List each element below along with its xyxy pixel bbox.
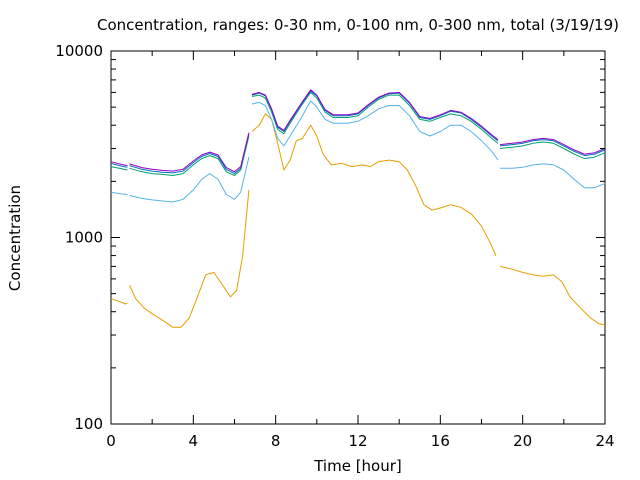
series-1-line-3 — [500, 163, 606, 189]
y-tick-label: 1000 — [65, 229, 103, 247]
series-1-line-0 — [110, 191, 128, 195]
series-3-line-2 — [251, 90, 499, 142]
series-2-line-1 — [129, 135, 250, 176]
series-1-line-1 — [129, 156, 250, 203]
series-0-line-3 — [499, 265, 606, 326]
x-tick-label: 20 — [513, 432, 532, 450]
ticks-layer — [110, 50, 606, 425]
series-4-line-1 — [129, 132, 250, 173]
series-2 — [110, 91, 606, 176]
x-tick-label: 4 — [189, 432, 199, 450]
y-tick-label: 10000 — [55, 42, 103, 60]
series-1-line-2 — [251, 100, 499, 161]
y-tick-labels: 100 1000 10000 — [55, 42, 103, 433]
series-0 — [110, 113, 606, 328]
plot-frame — [110, 50, 606, 425]
series-1 — [110, 100, 606, 203]
series-0-line-1 — [129, 189, 250, 328]
x-axis-label: Time [hour] — [313, 457, 402, 475]
series-2-line-3 — [499, 141, 606, 160]
series-3-line-1 — [129, 133, 250, 175]
y-axis-label: Concentration — [6, 185, 24, 291]
x-tick-label: 0 — [106, 432, 116, 450]
series-3 — [110, 90, 606, 175]
y-tick-label: 100 — [74, 415, 103, 433]
series-4-line-0 — [110, 161, 128, 167]
series-4-line-3 — [499, 137, 606, 155]
series-layer — [110, 89, 606, 328]
x-tick-labels: 0 4 8 12 16 20 24 — [106, 432, 614, 450]
x-tick-label: 24 — [595, 432, 614, 450]
x-tick-label: 8 — [271, 432, 281, 450]
series-2-line-0 — [110, 166, 128, 171]
x-tick-label: 12 — [348, 432, 367, 450]
series-0-line-2 — [251, 113, 497, 256]
series-4-line-2 — [251, 89, 499, 140]
series-0-line-0 — [110, 298, 128, 305]
series-2-line-2 — [251, 91, 499, 144]
series-3-line-3 — [499, 139, 606, 157]
chart-title: Concentration, ranges: 0-30 nm, 0-100 nm… — [97, 16, 619, 34]
x-tick-label: 16 — [431, 432, 450, 450]
series-4 — [110, 89, 606, 173]
series-3-line-0 — [110, 162, 128, 168]
